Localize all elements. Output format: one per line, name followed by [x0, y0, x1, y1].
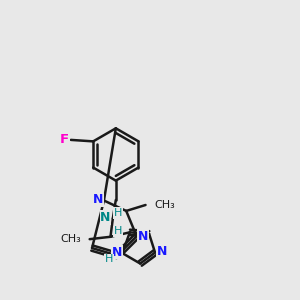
Text: CH₃: CH₃	[154, 200, 175, 210]
Text: F: F	[60, 134, 69, 146]
Text: H: H	[114, 226, 122, 236]
Text: N: N	[156, 245, 167, 258]
Text: N: N	[138, 230, 148, 243]
Text: N: N	[100, 211, 111, 224]
Text: N: N	[93, 193, 103, 206]
Text: H: H	[105, 254, 113, 264]
Text: H: H	[114, 208, 122, 218]
Text: CH₃: CH₃	[60, 234, 81, 244]
Text: N: N	[112, 246, 122, 259]
